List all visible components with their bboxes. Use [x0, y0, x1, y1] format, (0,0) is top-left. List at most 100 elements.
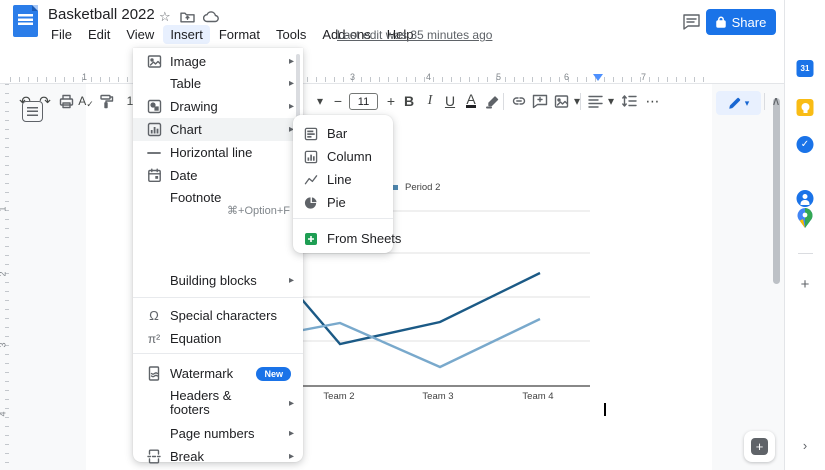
insert-menu-item-image[interactable]: Image ▸ [133, 50, 303, 73]
keep-icon[interactable] [796, 99, 814, 116]
chart-submenu-item-column[interactable]: Column [293, 145, 393, 168]
ruler-number: 1 [0, 206, 8, 211]
tasks-icon[interactable]: ✓ [796, 136, 814, 153]
chart-submenu: Bar Column Line Pie From Sheets [293, 115, 401, 253]
last-edit-link[interactable]: Last edit was 35 minutes ago [337, 28, 493, 42]
font-size-input[interactable]: 11 [349, 93, 378, 110]
insert-menu-item-equation[interactable]: π² Equation [147, 331, 222, 346]
show-outline-button[interactable] [22, 101, 43, 122]
google-sheets-icon [303, 231, 319, 247]
mode-caret-icon: ▾ [744, 97, 750, 108]
pencil-icon [728, 97, 740, 109]
menu-view[interactable]: View [126, 27, 155, 42]
horizontal-ruler[interactable]: 1 3 4 5 6 7 [0, 71, 784, 84]
chart-submenu-item-line[interactable]: Line [293, 168, 393, 191]
menu-file[interactable]: File [51, 27, 72, 42]
calendar-date-icon [146, 168, 162, 184]
underline-button[interactable]: U [444, 93, 456, 109]
document-title[interactable]: Basketball 2022 [48, 6, 155, 23]
paint-format-button[interactable] [96, 90, 116, 112]
line-spacing-button[interactable] [619, 90, 639, 112]
column-chart-icon [303, 149, 319, 165]
align-button[interactable] [585, 90, 605, 112]
spellcheck-button[interactable]: A ✓ [78, 94, 94, 109]
redo-button[interactable]: ↷ [39, 92, 51, 109]
get-addons-button[interactable]: + [800, 276, 810, 293]
text-color-button[interactable]: A [466, 91, 476, 108]
star-icon[interactable]: ☆ [159, 9, 171, 24]
menubar: File Edit View Insert Format Tools Add-o… [44, 25, 421, 44]
more-toolbar-button[interactable]: ⋯ [645, 92, 661, 109]
zoom-select[interactable]: 1 [126, 94, 134, 108]
align-caret-icon[interactable]: ▾ [607, 94, 615, 108]
ruler-number: 3 [0, 342, 8, 347]
move-folder-icon[interactable] [180, 11, 195, 26]
lock-icon [715, 16, 726, 28]
print-button[interactable] [56, 90, 76, 112]
page-break-icon [146, 449, 162, 465]
new-badge: New [256, 366, 291, 381]
hide-toolbar-button[interactable]: ∧ [771, 94, 781, 108]
menu-help[interactable]: Help [386, 27, 414, 42]
insert-menu-item-headers-footers[interactable]: Headers & footers ▸ [170, 388, 294, 417]
indent-marker-icon[interactable] [593, 74, 603, 81]
google-docs-logo-icon[interactable] [13, 5, 38, 37]
highlight-color-button[interactable] [482, 90, 502, 112]
add-comment-button[interactable] [530, 90, 550, 112]
styles-caret-icon[interactable]: ▾ [316, 94, 324, 108]
insert-menu-item-table[interactable]: Table ▸ [170, 76, 294, 91]
insert-menu-item-special-characters[interactable]: Ω Special characters [133, 304, 303, 327]
pie-chart-icon [303, 195, 319, 211]
insert-menu-item-page-numbers[interactable]: Page numbers ▸ [170, 426, 294, 441]
undo-button[interactable]: ↶ [19, 92, 31, 109]
contacts-icon[interactable] [796, 190, 814, 207]
ruler-number: 4 [426, 72, 432, 82]
horizontal-line-icon [146, 145, 162, 161]
insert-menu-item-date[interactable]: Date [133, 164, 303, 187]
font-size-decrease-button[interactable]: − [333, 93, 343, 109]
menu-tools[interactable]: Tools [276, 27, 307, 42]
font-size-increase-button[interactable]: + [386, 93, 396, 109]
menu-edit[interactable]: Edit [87, 27, 111, 42]
line-chart-icon [303, 172, 319, 188]
share-button[interactable]: Share [706, 9, 776, 35]
calendar-icon[interactable]: 31 [796, 60, 814, 77]
explore-button[interactable] [744, 431, 775, 462]
bar-chart-icon [303, 126, 319, 142]
insert-menu-item-watermark[interactable]: Watermark New [133, 362, 303, 385]
insert-menu-item-building-blocks[interactable]: Building blocks ▸ [170, 273, 294, 288]
editing-mode-button[interactable]: ▾ [716, 91, 761, 115]
vertical-ruler[interactable] [0, 84, 9, 470]
cloud-status-icon[interactable] [202, 11, 219, 26]
ruler-number: 2 [0, 271, 8, 276]
image-caret-icon[interactable]: ▾ [573, 94, 581, 108]
chart-submenu-item-pie[interactable]: Pie [293, 191, 393, 214]
insert-menu-item-break[interactable]: Break ▸ [133, 445, 303, 468]
chart-x-label: Team 2 [323, 391, 355, 402]
bold-button[interactable]: B [403, 93, 415, 109]
maps-icon[interactable] [797, 208, 813, 233]
omega-icon: Ω [149, 308, 159, 323]
insert-link-button[interactable] [509, 90, 529, 112]
menu-format[interactable]: Format [218, 27, 260, 42]
insert-menu-item-chart[interactable]: Chart ▸ [133, 118, 303, 141]
legend-swatch-icon [393, 185, 398, 190]
insert-image-button[interactable] [551, 90, 571, 112]
ruler-number: 4 [0, 411, 8, 416]
comment-history-icon[interactable] [682, 13, 701, 36]
drawing-icon [146, 99, 162, 115]
insert-menu-item-drawing[interactable]: Drawing ▸ [133, 95, 303, 118]
chart-submenu-item-from-sheets[interactable]: From Sheets [293, 227, 401, 250]
menu-scrollbar[interactable] [296, 54, 300, 158]
insert-menu-item-footnote[interactable]: Footnote ⌘+Option+F [170, 190, 290, 217]
hide-panel-chevron-icon[interactable]: › [802, 438, 808, 453]
ruler-number: 6 [564, 72, 570, 82]
insert-menu-item-horizontal-line[interactable]: Horizontal line [133, 141, 303, 164]
vertical-scrollbar[interactable] [773, 98, 780, 284]
chart-submenu-item-bar[interactable]: Bar [293, 122, 393, 145]
ruler-number: 1 [82, 72, 88, 82]
menu-addons[interactable]: Add-ons [322, 27, 371, 42]
image-icon [146, 54, 162, 70]
italic-button[interactable]: I [427, 93, 433, 108]
menu-insert[interactable]: Insert [163, 25, 210, 44]
